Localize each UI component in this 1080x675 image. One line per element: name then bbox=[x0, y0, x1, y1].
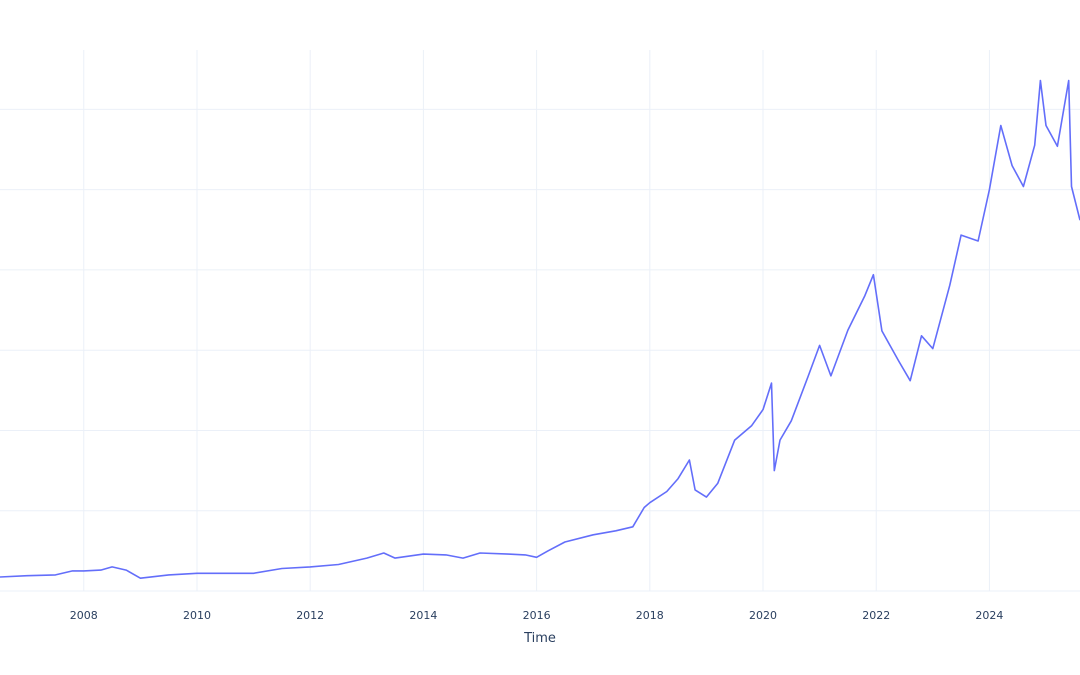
x-tick-label: 2018 bbox=[636, 609, 664, 622]
price-series-line bbox=[0, 79, 1080, 579]
x-axis-ticks: 2008 2010 2012 2014 2016 2018 2020 2022 2024 bbox=[70, 609, 1004, 622]
x-tick-label: 2024 bbox=[975, 609, 1003, 622]
x-tick-label: 2022 bbox=[862, 609, 890, 622]
x-axis-title: Time bbox=[523, 631, 556, 646]
x-tick-label: 2008 bbox=[70, 609, 98, 622]
x-tick-label: 2012 bbox=[296, 609, 324, 622]
x-tick-label: 2020 bbox=[749, 609, 777, 622]
x-tick-label: 2014 bbox=[409, 609, 437, 622]
gridlines bbox=[0, 50, 1080, 592]
x-tick-label: 2016 bbox=[523, 609, 551, 622]
x-tick-label: 2010 bbox=[183, 609, 211, 622]
